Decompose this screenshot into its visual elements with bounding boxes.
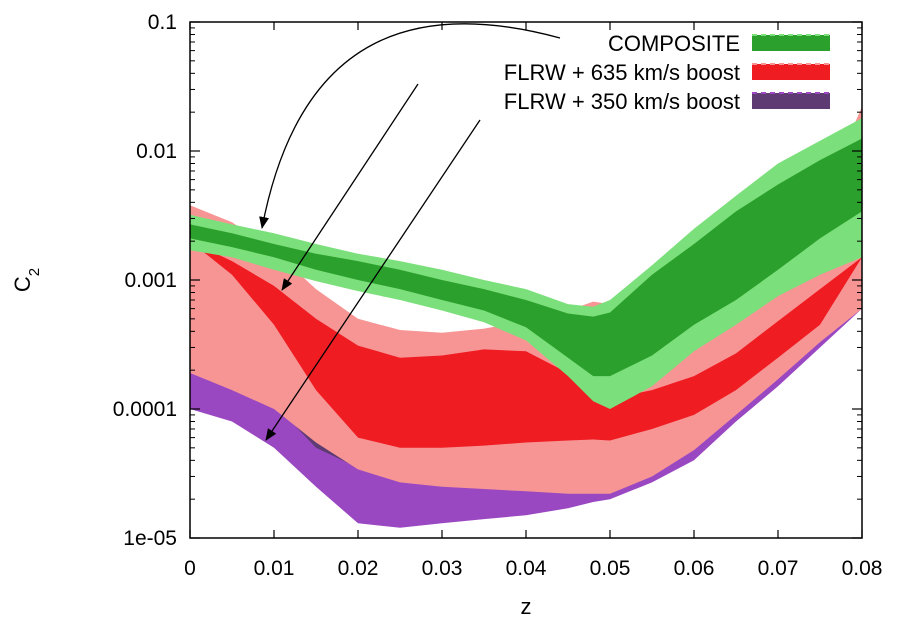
band-inner-composite [190, 138, 862, 377]
y-tick-label: 0.0001 [113, 398, 177, 421]
axes-layer: 0 0.01 0.02 0.03 0.04 0.05 0.06 0.07 0.08 1e-05 0.… [113, 11, 883, 580]
band-outer-composite [190, 118, 862, 409]
x-tick-label: 0.04 [506, 557, 547, 580]
x-tick-label: 0 [184, 557, 196, 580]
y-tick-label: 1e-05 [123, 527, 177, 550]
x-tick-label: 0.01 [254, 557, 295, 580]
x-tick-label: 0.08 [842, 557, 883, 580]
x-tick-label: 0.06 [674, 557, 715, 580]
x-tick-label: 0.07 [758, 557, 799, 580]
arrow-composite [259, 23, 561, 229]
x-axis-title: z [521, 594, 532, 619]
arrow-635 [281, 83, 419, 291]
y-axis-title-main: C [10, 276, 35, 292]
x-tick-label: 0.05 [590, 557, 631, 580]
band-inner-flrw-635-km-s-boost [190, 241, 862, 448]
legend-swatch [752, 35, 830, 51]
x-tick-label: 0.03 [422, 557, 463, 580]
legend: COMPOSITE FLRW + 635 km/s boost FLRW + 350… [504, 31, 830, 114]
legend-label: FLRW + 635 km/s boost [504, 60, 740, 85]
y-tick-label: 0.001 [124, 269, 177, 292]
y-axis-title: C2 [10, 268, 43, 292]
y-tick-label: 0.1 [148, 11, 177, 34]
x-tick-label: 0.02 [338, 557, 379, 580]
legend-label: FLRW + 350 km/s boost [504, 89, 740, 114]
y-axis-title-subscript: 2 [26, 268, 43, 276]
y-tick-label: 0.01 [136, 140, 177, 163]
legend-label: COMPOSITE [608, 31, 740, 56]
bands-layer [190, 106, 862, 528]
legend-swatch [752, 93, 830, 109]
annotation-arrows [259, 23, 561, 441]
arrow-350 [265, 119, 481, 441]
legend-swatch [752, 64, 830, 80]
